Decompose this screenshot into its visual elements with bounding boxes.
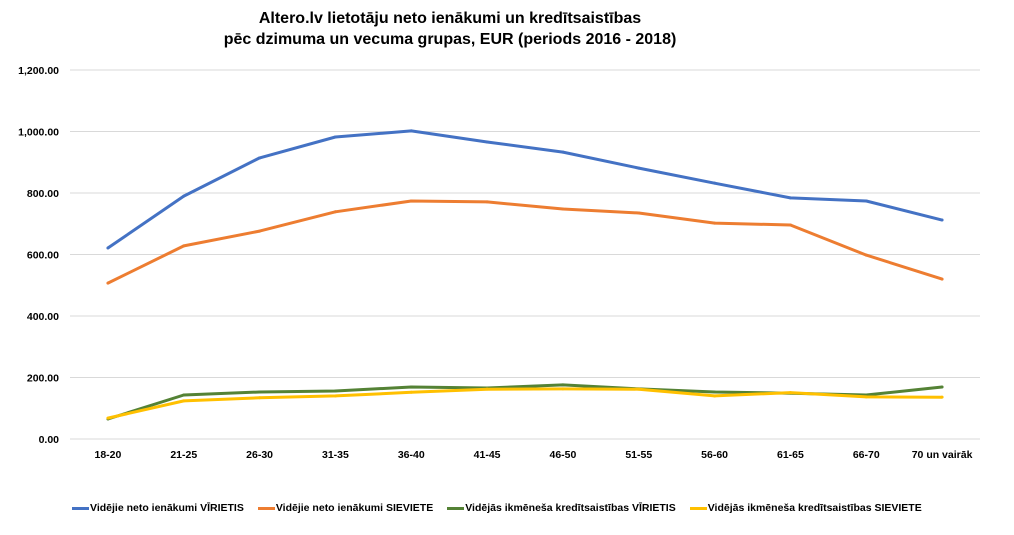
x-tick-label: 56-60 [701,449,728,461]
legend: Vidējie neto ienākumi VĪRIETIS Vidējie ne… [72,502,922,514]
series-line-4 [107,387,943,420]
legend-swatch [257,506,275,510]
y-tick-label: 200.00 [27,373,59,385]
x-tick-label: 31-35 [322,449,349,461]
data-point [182,399,186,403]
data-point [940,277,944,281]
data-point [637,387,641,391]
y-tick-label: 800.00 [27,188,59,200]
data-point [713,390,717,394]
data-point [258,396,262,400]
data-point [637,211,641,215]
data-point [940,385,944,389]
data-point [106,416,110,420]
y-tick-label: 1,000.00 [18,127,59,139]
chart-title-line-2: pēc dzimuma un vecuma grupas, EUR (perio… [223,31,677,48]
x-tick-label: 61-65 [777,449,804,461]
data-point [258,156,262,160]
data-point [561,383,565,387]
data-point [864,199,868,203]
data-point [561,387,565,391]
x-tick-label: 18-20 [94,449,121,461]
x-tick-label: 41-45 [474,449,501,461]
x-tick-label: 26-30 [246,449,273,461]
data-point [713,221,717,225]
chart-title-line-1: Altero.lv lietotāju neto ienākumi un kre… [258,10,642,27]
data-point [409,390,413,394]
data-point [561,150,565,154]
x-tick-label: 36-40 [398,449,425,461]
data-point [940,218,944,222]
data-point [409,199,413,203]
y-tick-label: 400.00 [27,311,59,323]
data-point [182,244,186,248]
data-point [485,200,489,204]
data-point [788,223,792,227]
data-point [637,166,641,170]
data-point [713,394,717,398]
y-tick-label: 0.00 [39,434,60,446]
x-tick-label: 70 un vairāk [912,449,973,461]
data-point [106,246,110,250]
legend-swatch [72,506,89,510]
legend-item: Vidējās ikmēneša kredītsaistības VĪRIETI… [447,502,676,514]
data-point [788,391,792,395]
data-point [333,394,337,398]
series-line-2 [107,199,943,285]
data-point [713,181,717,185]
y-tick-label: 600.00 [27,250,59,262]
data-point [788,196,792,200]
legend-swatch [447,506,465,510]
data-point [333,389,337,393]
data-point [561,207,565,211]
data-point [864,395,868,399]
legend-item: Vidējie neto ienākumi VĪRIETIS [72,502,244,514]
data-point [182,194,186,198]
legend-label: Vidējās ikmēneša kredītsaistības VĪRIETI… [465,502,676,514]
data-point [485,387,489,391]
data-point [258,229,262,233]
data-point [864,253,868,257]
series-lines [106,129,944,421]
data-point [485,140,489,144]
legend-swatch [689,506,707,510]
data-point [409,129,413,133]
x-tick-label: 66-70 [853,449,880,461]
data-point [182,393,186,397]
x-tick-label: 46-50 [549,449,576,461]
gridlines [70,69,980,440]
data-point [333,210,337,214]
data-point [333,135,337,139]
data-point [940,395,944,399]
x-axis-ticks: 18-20 21-25 26-30 31-35 36-40 41-45 46-50 51-55… [94,449,972,461]
series-line-1 [107,129,943,250]
data-point [409,385,413,389]
data-point [258,390,262,394]
chart-title: Altero.lv lietotāju neto ienākumi un kre… [0,8,900,50]
legend-item: Vidējās ikmēneša kredītsaistības SIEVIET… [689,502,922,514]
y-tick-label: 1,200.00 [18,65,59,77]
legend-label: Vidējās ikmēneša kredītsaistības SIEVIET… [707,502,922,514]
x-tick-label: 21-25 [170,449,197,461]
legend-label: Vidējie neto ienākumi VĪRIETIS [90,502,244,514]
data-point [106,281,110,285]
y-axis-ticks: 0.00 200.00 400.00 600.00 800.00 1,000.00 1,20… [18,65,59,446]
legend-label: Vidējie neto ienākumi SIEVIETE [275,502,434,514]
x-tick-label: 51-55 [625,449,652,461]
legend-item: Vidējie neto ienākumi SIEVIETE [257,502,434,514]
